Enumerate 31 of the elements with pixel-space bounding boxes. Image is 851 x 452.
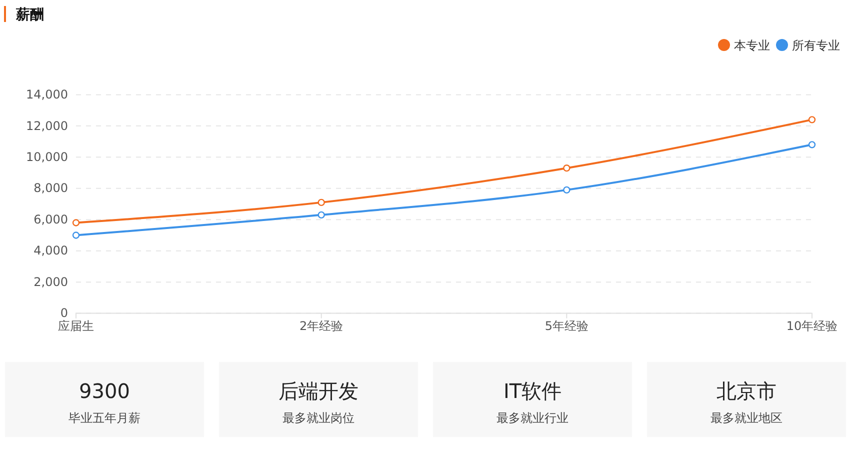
text: 毕业五年月薪 — [68, 411, 140, 425]
y-tick-label: 4,000 — [34, 244, 68, 258]
chart-title: 薪酬 — [15, 7, 44, 23]
point — [808, 141, 816, 148]
point — [563, 186, 570, 194]
legend-label: 所有专业 — [792, 38, 840, 52]
y-tick-label: 10,000 — [26, 150, 68, 164]
point — [563, 164, 570, 172]
y-tick-label: 2,000 — [34, 274, 68, 289]
text: 后端开发 — [278, 379, 358, 403]
y-tick-label: 14,000 — [26, 88, 68, 102]
text: 最多就业行业 — [496, 411, 568, 425]
y-tick-label: 6,000 — [34, 212, 68, 226]
text: IT软件 — [503, 379, 562, 403]
x-tick-label: 2年经验 — [300, 318, 344, 333]
y-tick-label: 8,000 — [34, 181, 68, 196]
text: 最多就业地区 — [710, 411, 782, 425]
x-tick-label: 10年经验 — [786, 318, 838, 333]
text: 北京市 — [716, 379, 776, 403]
y-tick-label: 0 — [60, 306, 68, 320]
x-tick-label: 应届生 — [58, 318, 94, 333]
point — [72, 219, 80, 226]
point — [808, 116, 816, 124]
point — [318, 211, 325, 219]
y-tick-label: 12,000 — [26, 118, 68, 133]
x-tick-label: 5年经验 — [544, 318, 588, 333]
point — [72, 232, 80, 239]
text: 9300 — [79, 379, 130, 403]
text: 最多就业岗位 — [282, 411, 354, 425]
legend-label: 本专业 — [734, 38, 770, 52]
point — [318, 198, 325, 206]
